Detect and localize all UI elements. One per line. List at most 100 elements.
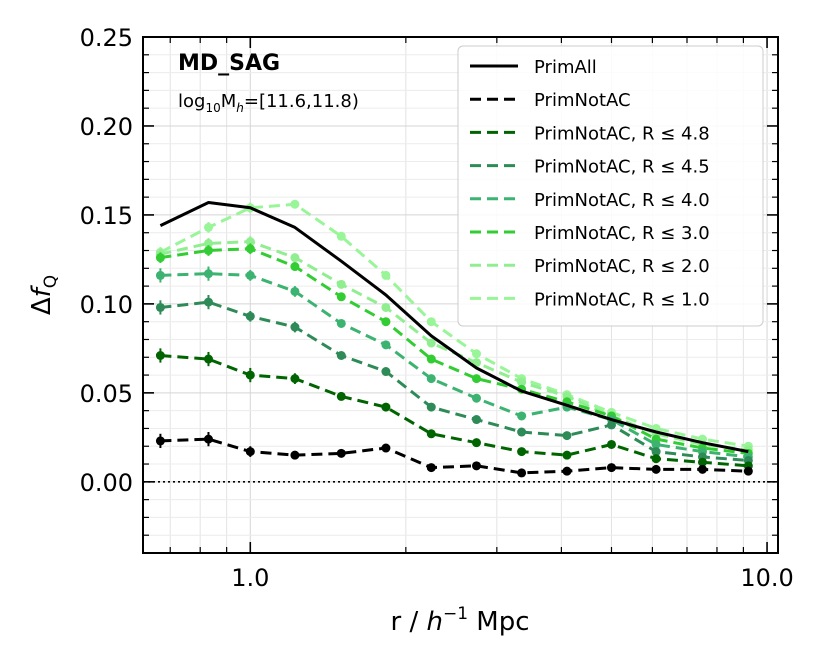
data-point (426, 354, 436, 364)
data-point (155, 350, 165, 360)
data-point (697, 457, 707, 467)
legend-label: PrimNotAC, R ≤ 4.0 (534, 190, 710, 211)
data-point (381, 402, 391, 412)
data-point (426, 317, 436, 327)
data-point (471, 349, 481, 359)
series-1 (155, 432, 753, 478)
legend-box (457, 45, 764, 327)
data-point (606, 420, 616, 430)
x-axis-label: r / h−1 Mpc (390, 604, 529, 637)
data-point (203, 222, 213, 232)
data-point (155, 270, 165, 280)
data-point (290, 286, 300, 296)
y-tick-label: 0.05 (80, 380, 133, 408)
data-point (155, 302, 165, 312)
data-point (245, 237, 255, 247)
data-point (426, 338, 436, 348)
data-point (290, 450, 300, 460)
data-point (245, 447, 255, 457)
y-tick-label: 0.20 (80, 113, 133, 141)
data-point (155, 436, 165, 446)
data-point (203, 269, 213, 279)
data-point (471, 415, 481, 425)
legend: PrimAll PrimNotAC PrimNotAC, R ≤ 4.8 PrimNo… (457, 45, 764, 327)
data-point (471, 461, 481, 471)
data-point (381, 302, 391, 312)
y-axis-label: ΔfQ (27, 275, 61, 315)
data-point (381, 443, 391, 453)
data-point (381, 270, 391, 280)
data-point (290, 374, 300, 384)
legend-label: PrimAll (534, 57, 597, 78)
x-tick-label: 10.0 (740, 564, 793, 592)
series-line (159, 201, 749, 454)
tick-labels: 1.0 10.0 0.00 0.05 0.10 0.15 0.20 0.25 (80, 24, 794, 592)
data-point (517, 427, 527, 437)
legend-label: PrimNotAC, R ≤ 4.5 (534, 157, 710, 178)
legend-label: PrimNotAC, R ≤ 1.0 (534, 289, 710, 310)
data-point (336, 448, 346, 458)
data-point (517, 411, 527, 421)
data-point (426, 374, 436, 384)
data-point (471, 438, 481, 448)
sample-title: MD_SAG (178, 51, 280, 76)
data-point (381, 340, 391, 350)
series-line (159, 202, 749, 448)
legend-label: PrimNotAC, R ≤ 2.0 (534, 256, 710, 277)
data-point (606, 439, 616, 449)
series-0 (159, 201, 749, 454)
data-point (290, 262, 300, 272)
data-point (381, 317, 391, 327)
data-point (245, 270, 255, 280)
data-point (203, 246, 213, 256)
data-point (245, 311, 255, 321)
data-point (517, 377, 527, 387)
series-4 (155, 266, 753, 462)
data-point (245, 370, 255, 380)
y-tick-label: 0.25 (80, 24, 133, 52)
series-line (160, 247, 749, 455)
data-point (471, 393, 481, 403)
data-point (290, 199, 300, 209)
data-point (517, 447, 527, 457)
data-point (606, 463, 616, 473)
legend-label: PrimNotAC, R ≤ 3.0 (534, 223, 710, 244)
data-point (290, 322, 300, 332)
data-point (426, 463, 436, 473)
data-point (562, 450, 572, 460)
data-point (426, 402, 436, 412)
data-point (203, 297, 213, 307)
data-point (245, 244, 255, 254)
legend-label: PrimNotAC, R ≤ 4.8 (534, 123, 710, 144)
data-point (203, 238, 213, 248)
data-point (651, 464, 661, 474)
data-point (562, 466, 572, 476)
data-point (471, 374, 481, 384)
plot-series (155, 199, 753, 478)
data-point (290, 253, 300, 263)
axis-ticks (143, 36, 778, 554)
data-point (336, 292, 346, 302)
series-line (160, 437, 749, 475)
legend-label: PrimNotAC (534, 90, 631, 111)
data-point (651, 454, 661, 464)
data-point (381, 367, 391, 377)
data-point (203, 434, 213, 444)
data-point (562, 431, 572, 441)
data-point (517, 468, 527, 478)
data-point (336, 350, 346, 360)
data-point (336, 391, 346, 401)
data-point (697, 464, 707, 474)
series-2 (155, 348, 753, 471)
mass-range-label: log10Mh=[11.6,11.8) (178, 91, 359, 115)
data-point (426, 429, 436, 439)
data-point (336, 279, 346, 289)
data-point (203, 354, 213, 364)
data-point (743, 466, 753, 476)
plot-frame (142, 36, 779, 554)
y-tick-label: 0.00 (80, 469, 133, 497)
data-point (336, 231, 346, 241)
series-line (160, 354, 749, 468)
x-tick-label: 1.0 (231, 564, 269, 592)
